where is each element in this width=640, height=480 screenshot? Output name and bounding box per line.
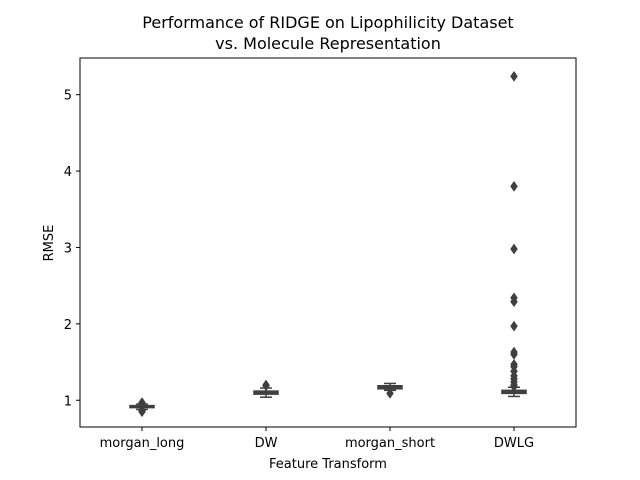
outlier-point bbox=[510, 346, 518, 358]
outlier-point bbox=[262, 379, 270, 391]
outlier-point bbox=[510, 243, 518, 255]
y-tick-label: 2 bbox=[64, 318, 72, 333]
y-tick-label: 3 bbox=[64, 241, 72, 256]
outlier-point bbox=[386, 387, 394, 399]
outlier-point bbox=[510, 180, 518, 192]
outlier-point bbox=[138, 397, 146, 408]
outlier-point bbox=[510, 292, 518, 304]
x-tick-label: morgan_long bbox=[100, 436, 185, 451]
outlier-point bbox=[510, 70, 518, 82]
x-tick-label: DWLG bbox=[494, 436, 534, 451]
plot-frame bbox=[79, 57, 577, 428]
y-tick-label: 5 bbox=[64, 89, 72, 104]
y-tick-label: 4 bbox=[64, 165, 72, 180]
chart-subtitle: vs. Molecule Representation bbox=[215, 34, 441, 53]
y-tick-label: 1 bbox=[64, 394, 72, 409]
y-axis-label: RMSE bbox=[42, 225, 57, 262]
outlier-point bbox=[510, 358, 518, 370]
x-tick-label: morgan_short bbox=[345, 436, 435, 451]
chart-title: Performance of RIDGE on Lipophilicity Da… bbox=[142, 13, 513, 32]
x-axis-label: Feature Transform bbox=[269, 457, 387, 472]
plot-area bbox=[129, 70, 527, 418]
outlier-point bbox=[510, 320, 518, 332]
x-tick-label: DW bbox=[255, 436, 278, 451]
outlier-point bbox=[138, 404, 146, 416]
